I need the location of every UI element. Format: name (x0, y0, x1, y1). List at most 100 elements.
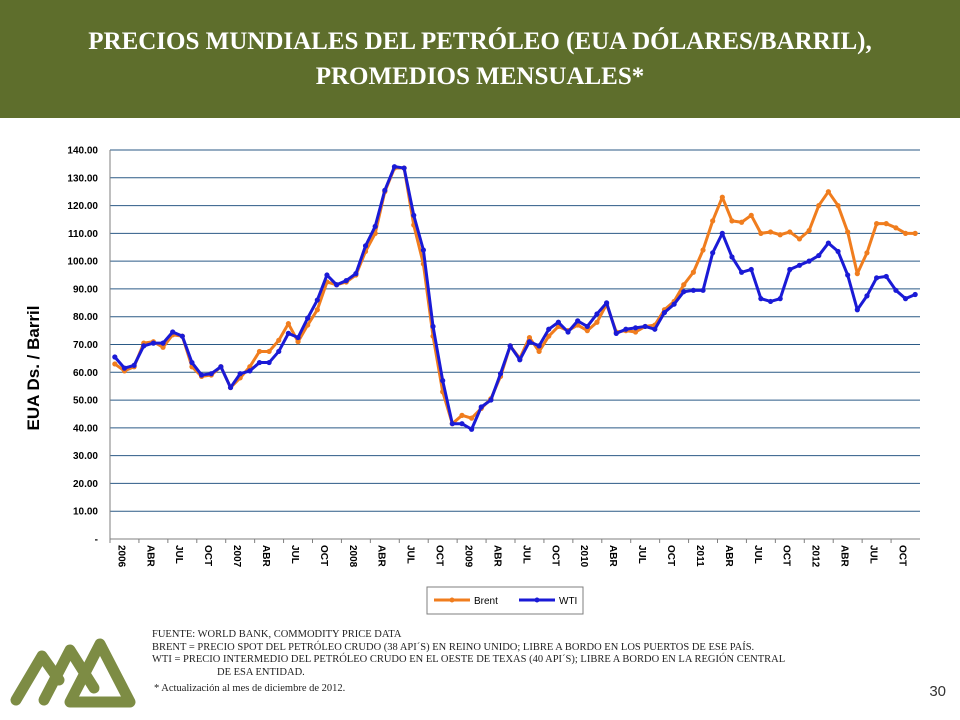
data-point-wti (208, 371, 214, 377)
page-number: 30 (929, 683, 946, 700)
x-tick-label: OCT (549, 545, 560, 566)
data-point-wti (912, 291, 918, 298)
data-point-wti (613, 330, 619, 336)
data-point-brent (469, 415, 475, 421)
data-point-wti (189, 359, 195, 366)
y-tick-label: 10.00 (73, 507, 98, 518)
slide-title-line1: PRECIOS MUNDIALES DEL PETRÓLEO (EUA DÓLA… (88, 28, 872, 55)
data-point-wti (623, 326, 629, 332)
data-point-brent (112, 361, 118, 367)
wti-definition: WTI = PRECIO INTERMEDIO DEL PETRÓLEO CRU… (152, 654, 786, 666)
data-point-wti (199, 372, 205, 378)
data-point-wti (459, 421, 465, 427)
data-point-wti (767, 298, 774, 305)
data-point-wti (710, 250, 716, 256)
x-tick-label: OCT (665, 545, 676, 566)
y-tick-label: 50.00 (73, 396, 98, 407)
data-point-wti (883, 273, 889, 280)
data-point-brent (266, 348, 272, 355)
data-point-brent (893, 225, 899, 231)
data-point-brent (285, 321, 291, 327)
data-point-wti (362, 243, 369, 249)
data-point-wti (806, 258, 812, 264)
y-tick-label: 130.00 (67, 173, 98, 184)
data-point-wti (141, 343, 147, 349)
data-point-wti (796, 262, 803, 268)
data-point-brent (719, 194, 725, 200)
data-point-brent (276, 337, 282, 343)
wti-definition-continued: DE ESA ENTIDAD. (217, 666, 305, 678)
data-point-wti (227, 384, 234, 391)
data-point-wti (391, 164, 398, 170)
data-point-wti (469, 426, 475, 432)
data-point-brent (825, 189, 831, 195)
y-tick-label: 80.00 (73, 312, 98, 323)
x-tick-label: JUL (752, 545, 763, 564)
data-point-wti (420, 247, 426, 253)
slide-title-line2: PROMEDIOS MENSUALES* (315, 63, 645, 90)
x-tick-label: ABR (376, 545, 387, 567)
x-tick-label: 2006 (115, 545, 126, 568)
data-point-wti (314, 297, 320, 303)
gridlines (110, 149, 920, 512)
y-tick-label: 120.00 (67, 201, 98, 212)
data-point-wti (131, 362, 137, 368)
data-point-wti (160, 340, 166, 346)
x-tick-label: OCT (896, 545, 907, 566)
data-point-wti (112, 354, 118, 360)
logo-peak-right (64, 638, 136, 708)
series-lines (112, 164, 918, 432)
data-point-wti (565, 329, 571, 335)
data-point-wti (334, 282, 340, 288)
data-point-wti (266, 359, 272, 366)
y-tick-label: 140.00 (67, 146, 98, 157)
data-point-wti (449, 421, 455, 427)
data-point-brent (700, 247, 706, 253)
brent-definition: BRENT = PRECIO SPOT DEL PETRÓLEO CRUDO (… (152, 641, 755, 653)
data-point-wti (787, 266, 793, 273)
data-point-wti (440, 378, 446, 384)
data-point-brent (864, 250, 870, 256)
data-point-wti (671, 301, 677, 307)
data-point-wti (256, 359, 263, 366)
data-point-brent (902, 230, 909, 236)
data-point-brent (584, 328, 590, 334)
data-point-brent (459, 412, 465, 418)
data-point-brent (777, 232, 783, 238)
y-axis-label: EUA Ds. / Barril (24, 305, 43, 430)
data-point-wti (218, 364, 224, 370)
x-tick-label: ABR (607, 545, 618, 567)
data-point-wti (237, 371, 243, 377)
data-point-brent (295, 339, 301, 345)
data-point-wti (584, 323, 590, 330)
data-point-wti (276, 348, 282, 355)
series-line-brent (113, 166, 916, 426)
data-point-wti (536, 343, 542, 349)
x-tick-label: JUL (636, 545, 647, 564)
data-point-wti (777, 296, 783, 302)
y-tick-label: - (95, 535, 98, 546)
data-point-brent (739, 219, 745, 225)
x-tick-label: 2009 (462, 545, 473, 568)
x-tick-label: OCT (434, 545, 445, 566)
data-point-wti (575, 318, 581, 324)
y-tick-label: 70.00 (73, 340, 98, 351)
data-point-brent (594, 319, 600, 325)
data-point-brent (912, 230, 918, 236)
data-point-brent (874, 221, 880, 227)
data-point-brent (816, 202, 822, 209)
x-tick-label: ABR (491, 545, 502, 567)
data-point-wti (411, 212, 417, 218)
legend-label-wti: WTI (559, 596, 577, 607)
data-point-wti (295, 334, 301, 341)
data-point-brent (845, 229, 851, 235)
data-point-wti (179, 333, 185, 339)
data-point-wti (150, 340, 156, 346)
data-point-wti (343, 277, 349, 284)
data-point-wti (748, 266, 754, 273)
data-point-wti (845, 272, 851, 278)
data-point-wti (430, 323, 436, 330)
oil-price-line-chart: - 10.00 20.00 30.00 40.00 50.00 60.00 70.00 80.0… (24, 146, 920, 615)
y-tick-label: 20.00 (73, 479, 98, 490)
x-tick-label: OCT (318, 545, 329, 566)
